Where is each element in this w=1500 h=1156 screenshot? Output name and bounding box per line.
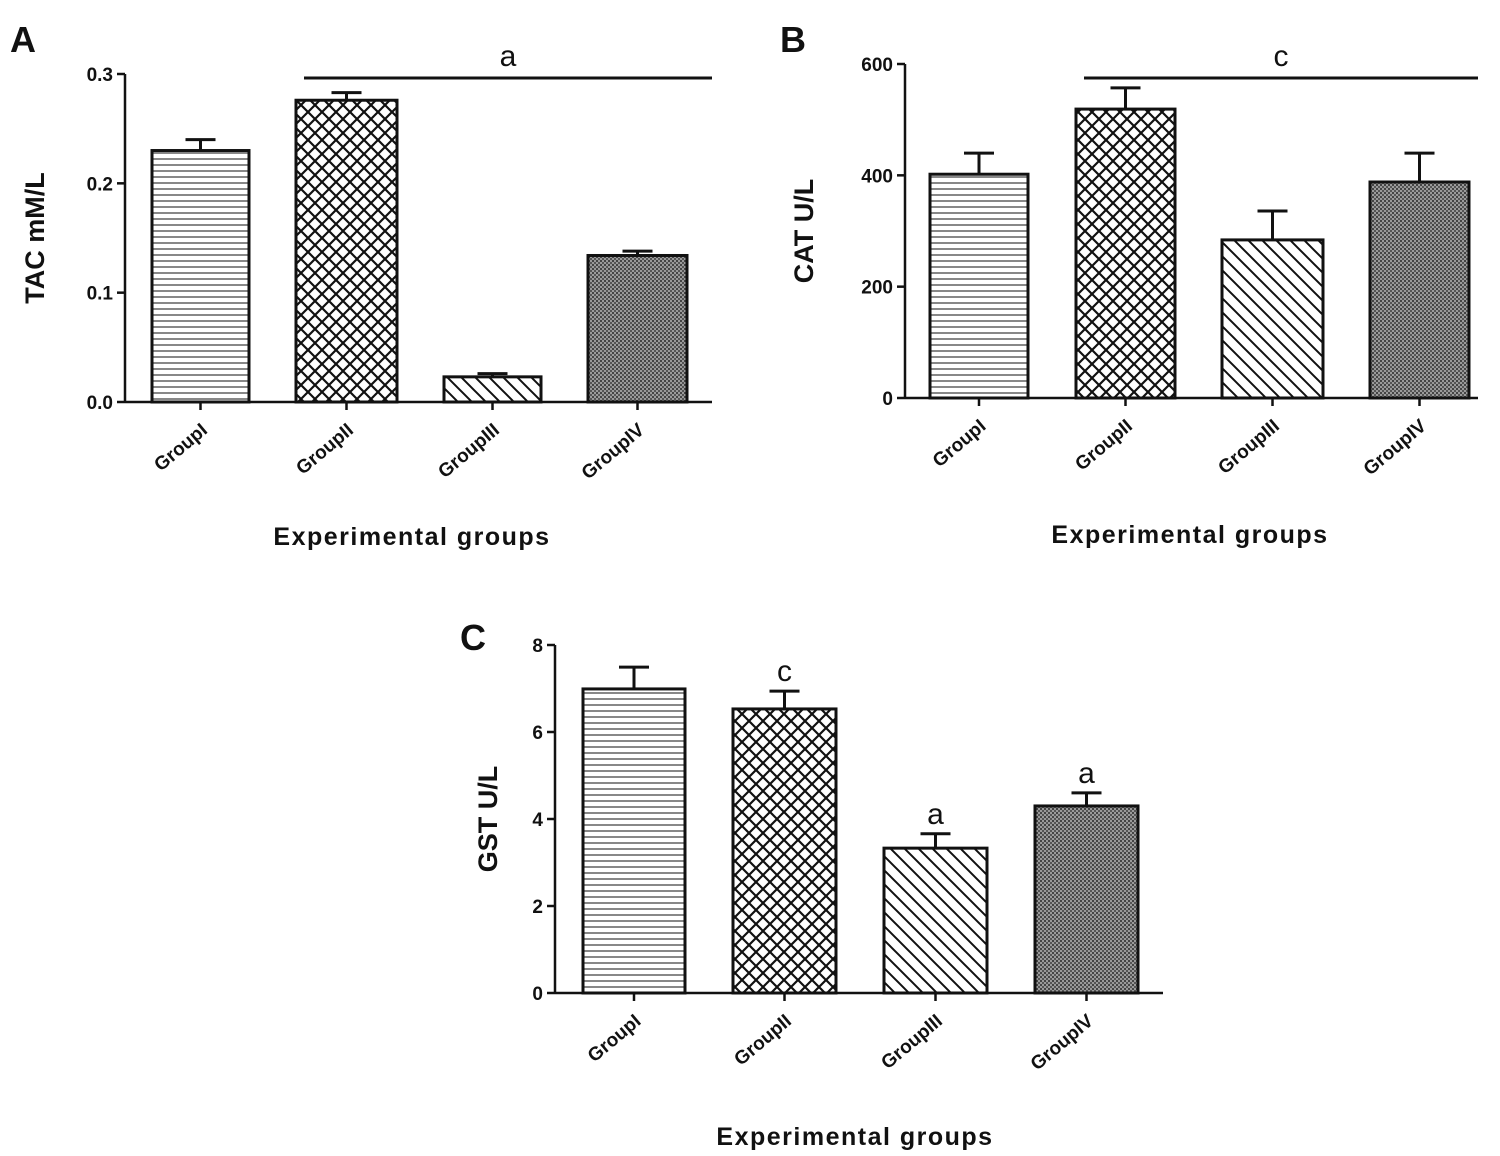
bar-GroupIV	[586, 253, 689, 404]
x-tick-label: GroupIII	[434, 420, 503, 483]
y-tick-label: 600	[861, 55, 893, 76]
bar-GroupIV	[1033, 804, 1140, 995]
y-tick-label: 400	[861, 166, 893, 187]
x-tick-label: GroupI	[929, 416, 990, 472]
x-tick-label: GroupI	[151, 420, 212, 476]
x-tick-label: GroupIV	[578, 420, 649, 484]
y-tick-label: 0.3	[87, 65, 113, 86]
y-tick-label: 0.1	[87, 284, 114, 305]
x-tick-label: GroupIV	[1027, 1011, 1098, 1075]
y-tick-label: 0	[882, 389, 893, 410]
x-tick-label: GroupIII	[1214, 416, 1283, 479]
chart-panel-B: B GroupI GroupII GroupIII GroupIV 0 200 400 600 C…	[780, 19, 1478, 549]
x-tick-label: GroupII	[292, 420, 357, 480]
significance-label: a	[500, 40, 517, 73]
bar-GroupII	[294, 98, 399, 404]
panel-label: B	[780, 19, 806, 60]
bar-GroupI	[581, 687, 687, 995]
y-axis-label: CAT U/L	[789, 179, 819, 283]
y-tick-label: 4	[532, 810, 543, 831]
chart-panel-C: C GroupI GroupII GroupIII GroupIV 0 2 4 6 8 GST U/…	[460, 617, 1163, 1151]
panel-label: A	[10, 19, 36, 60]
x-tick-label: GroupI	[584, 1011, 645, 1067]
significance-label: a	[927, 798, 944, 831]
bar-GroupI	[150, 149, 251, 404]
significance-label: a	[1078, 757, 1095, 790]
bar-GroupIII	[442, 375, 543, 404]
y-tick-label: 0.2	[87, 174, 113, 195]
y-tick-label: 0.0	[87, 393, 113, 414]
bar-GroupIV	[1368, 180, 1471, 400]
x-axis-label: Experimental groups	[716, 1123, 993, 1151]
x-axis-label: Experimental groups	[273, 523, 550, 551]
panel-label: C	[460, 617, 486, 658]
y-axis-label: TAC mM/L	[20, 172, 50, 303]
x-tick-label: GroupIV	[1360, 416, 1431, 480]
bar-GroupII	[731, 707, 838, 995]
significance-label: c	[777, 655, 792, 688]
x-tick-label: GroupII	[730, 1011, 795, 1071]
y-tick-label: 200	[861, 278, 893, 299]
y-axis-label: GST U/L	[473, 766, 503, 873]
bar-GroupI	[928, 172, 1030, 400]
bar-GroupIII	[882, 846, 989, 995]
chart-panel-A: A GroupI GroupII GroupIII GroupIV 0.0 0.1 0.2 0.…	[10, 19, 712, 551]
x-axis-label: Experimental groups	[1051, 521, 1328, 549]
y-tick-label: 6	[532, 723, 543, 744]
y-tick-label: 2	[532, 897, 543, 918]
y-tick-label: 8	[532, 636, 543, 657]
bar-GroupII	[1074, 107, 1177, 400]
bar-GroupIII	[1220, 238, 1325, 400]
significance-label: c	[1274, 40, 1289, 73]
y-tick-label: 0	[532, 984, 543, 1005]
x-tick-label: GroupII	[1071, 416, 1136, 476]
x-tick-label: GroupIII	[877, 1011, 946, 1074]
